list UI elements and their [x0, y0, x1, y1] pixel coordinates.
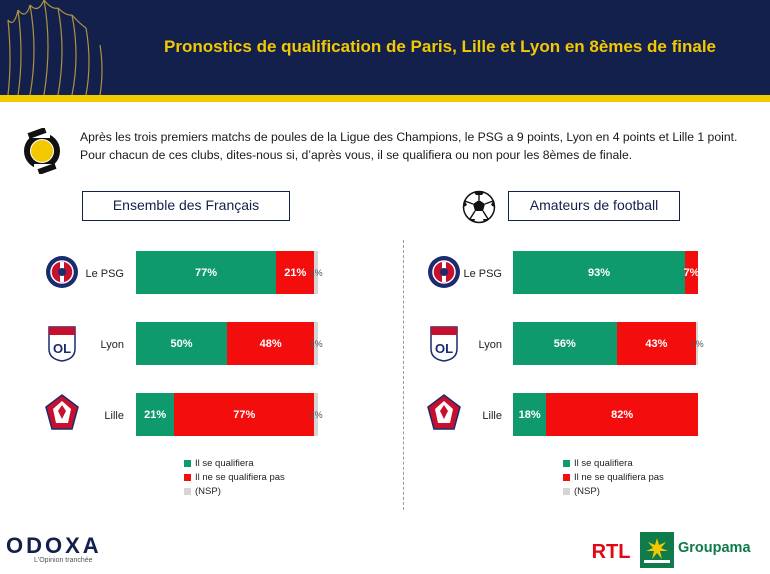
soccer-ball-icon: [462, 190, 496, 224]
bar-row: 56% 43% 1%: [513, 322, 704, 365]
club-label-lille: Lille: [104, 410, 124, 422]
bar-segment-qualifie: 56%: [513, 322, 617, 365]
bar-value-label: 21%: [144, 408, 167, 421]
lille-logo-icon: [427, 394, 461, 430]
bar-value-label: 18%: [518, 408, 541, 421]
bar-segment-non-qualifie: 21%: [276, 251, 315, 294]
bar-value-label: 2%: [309, 267, 323, 278]
bar-value-label: 2%: [309, 409, 323, 420]
bar-value-label: 7%: [683, 266, 700, 279]
decorative-pattern-icon: [7, 0, 103, 95]
header-banner: Pronostics de qualification de Paris, Li…: [0, 0, 770, 95]
bar-row: 77% 21% 2%: [136, 251, 323, 294]
bar-segment-non-qualifie: 77%: [174, 393, 315, 436]
legend-item: Il ne se qualifiera pas: [563, 470, 664, 484]
bar-segment-non-qualifie: 7%: [683, 251, 700, 294]
bar-value-label: 48%: [259, 337, 282, 350]
groupama-wordmark: Groupama: [678, 540, 751, 556]
legend-label: (NSP): [195, 485, 221, 497]
bar-value-label: 82%: [611, 408, 634, 421]
bar-value-label: 1%: [690, 338, 704, 349]
club-label-lille: Lille: [482, 410, 502, 422]
section-title-ensemble: Ensemble des Français: [82, 191, 290, 221]
club-label-lyon: Lyon: [100, 339, 124, 351]
legend-item: Il se qualifiera: [184, 456, 285, 470]
lyon-logo-icon: OL: [48, 326, 76, 362]
odoxa-quote-icon: [24, 128, 60, 174]
rtl-wordmark: RTL: [592, 541, 630, 562]
bar-value-label: 77%: [233, 408, 256, 421]
legend-swatch-green: [184, 459, 191, 467]
odoxa-logo: ODOXA L'Opinion tranchée: [6, 533, 102, 564]
bar-segment-qualifie: 93%: [513, 251, 686, 294]
legend-swatch-red: [184, 473, 191, 481]
legend-swatch-green: [563, 459, 570, 467]
bar-segment-qualifie: 77%: [136, 251, 277, 294]
accent-bar: [0, 95, 770, 102]
bar-value-label: 2%: [309, 338, 323, 349]
lille-logo-icon: [45, 394, 79, 430]
legend-label: (NSP): [574, 485, 600, 497]
bar-value-label: 21%: [284, 266, 307, 279]
svg-text:OL: OL: [435, 341, 453, 356]
club-label-psg: Le PSG: [463, 268, 502, 280]
legend-item: Il se qualifiera: [563, 456, 664, 470]
bar-value-label: 50%: [170, 337, 193, 350]
question-text: Après les trois premiers matchs de poule…: [80, 130, 738, 162]
legend-item: Il ne se qualifiera pas: [184, 470, 285, 484]
odoxa-tagline: L'Opinion tranchée: [34, 557, 93, 564]
page-title: Pronostics de qualification de Paris, Li…: [163, 37, 717, 56]
legend-label: Il se qualifiera: [574, 457, 633, 469]
psg-logo-icon: [428, 256, 460, 288]
bar-segment-non-qualifie: 82%: [546, 393, 698, 436]
legend-left: Il se qualifiera Il ne se qualifiera pas…: [184, 456, 285, 498]
bar-segment-non-qualifie: 43%: [616, 322, 697, 365]
odoxa-wordmark: ODOXA: [6, 533, 102, 558]
psg-logo-icon: [46, 256, 78, 288]
legend-swatch-grey: [184, 487, 191, 495]
legend-item: (NSP): [563, 484, 664, 498]
bar-value-label: 93%: [588, 266, 611, 279]
lyon-logo-icon: OL: [430, 326, 458, 362]
bar-row: 21% 77% 2%: [136, 393, 323, 436]
bar-segment-nsp: 2%: [310, 322, 323, 365]
legend-right: Il se qualifiera Il ne se qualifiera pas…: [563, 456, 664, 498]
svg-text:OL: OL: [53, 341, 71, 356]
bar-value-label: 77%: [195, 266, 218, 279]
bar-row: 18% 82%: [513, 393, 698, 436]
rtl-logo: RTL: [592, 541, 630, 562]
bar-row: 93% 7%: [513, 251, 700, 294]
club-label-lyon: Lyon: [478, 339, 502, 351]
section-title-amateurs: Amateurs de football: [508, 191, 680, 221]
bar-segment-nsp: 2%: [310, 251, 323, 294]
legend-label: Il se qualifiera: [195, 457, 254, 469]
bar-segment-qualifie: 18%: [513, 393, 547, 436]
bar-segment-qualifie: 50%: [136, 322, 227, 365]
bar-segment-nsp: 2%: [310, 393, 323, 436]
legend-label: Il ne se qualifiera pas: [574, 471, 664, 483]
legend-swatch-grey: [563, 487, 570, 495]
bar-value-label: 56%: [553, 337, 576, 350]
legend-label: Il ne se qualifiera pas: [195, 471, 285, 483]
legend-swatch-red: [563, 473, 570, 481]
groupama-logo-icon: [640, 532, 674, 568]
bar-segment-nsp: 1%: [691, 322, 704, 365]
legend-item: (NSP): [184, 484, 285, 498]
bar-segment-non-qualifie: 48%: [227, 322, 315, 365]
bar-segment-qualifie: 21%: [136, 393, 175, 436]
club-label-psg: Le PSG: [85, 268, 124, 280]
bar-row: 50% 48% 2%: [136, 322, 323, 365]
bar-value-label: 43%: [645, 337, 668, 350]
section-divider: [403, 240, 404, 510]
